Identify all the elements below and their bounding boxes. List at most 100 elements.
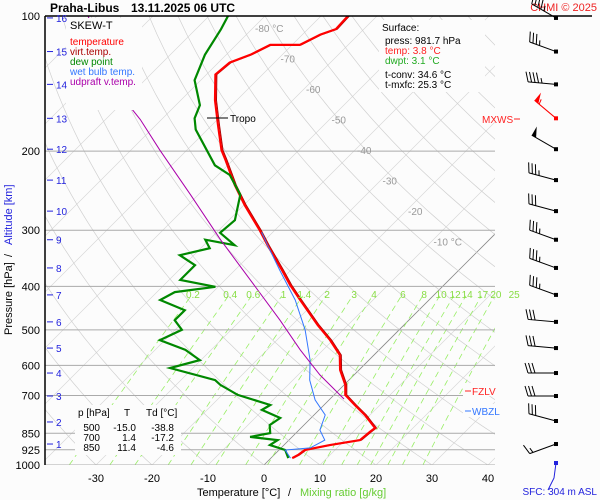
surface-press: press: 981.7 hPa <box>385 36 461 47</box>
wind-barb-full <box>523 444 531 454</box>
wind-barb-dot <box>554 209 558 214</box>
copyright: CHMI © 2025 <box>530 2 597 14</box>
surface-dwpt: dwpt: 3.1 °C <box>385 56 440 67</box>
wind-barb-full <box>524 362 529 374</box>
wbzl-label: WBZL <box>472 407 500 418</box>
y-axis-label: Pressure [hPa] <box>3 262 15 335</box>
wind-barb-full <box>531 362 536 374</box>
y-axis-label-2: Altitude [km] <box>3 184 15 245</box>
wind-barb-pennant <box>534 92 541 104</box>
wind-barb-shaft <box>529 443 557 455</box>
wind-barb-full <box>537 0 541 8</box>
wind-barb-full <box>535 250 538 261</box>
mixing-ratio-label: 25 <box>509 290 521 301</box>
altitude-tick-label: 6 <box>56 318 62 329</box>
altitude-tick-label: 1 <box>56 440 62 451</box>
mixing-ratio-line <box>245 295 353 465</box>
wind-barb-shaft <box>528 172 557 181</box>
table-cell: 1.4 <box>122 433 136 444</box>
temperature-tick-label: 40 <box>482 473 494 485</box>
y-axis-separator: / <box>3 253 15 257</box>
dry-adiabat-line <box>45 408 97 465</box>
dry-adiabat-line <box>293 16 495 235</box>
wind-barb-full <box>532 276 535 287</box>
isotherm-line <box>45 16 378 349</box>
x-axis-label: Temperature [°C] <box>197 487 280 499</box>
wind-barb-full <box>529 247 531 259</box>
table-cell: -4.6 <box>157 443 175 454</box>
legend-item-wet-bulb: wet bulb temp. <box>69 67 135 78</box>
altitude-tick-label: 15 <box>56 48 68 59</box>
wind-barb-dot <box>554 15 558 20</box>
mixing-ratio-line <box>402 295 495 465</box>
wind-barb-full <box>528 71 533 83</box>
wind-barb <box>523 442 558 455</box>
temperature-tick-label: 30 <box>426 473 438 485</box>
fzlv-bg <box>463 383 503 396</box>
wind-barb-dot <box>554 346 558 351</box>
wind-barb-full <box>535 72 540 83</box>
wind-barb <box>529 219 558 242</box>
tropo-label: Tropo <box>230 114 256 125</box>
isotherm-line <box>45 16 266 237</box>
isotherm-label: -10 °C <box>434 238 462 249</box>
wind-barb-dot <box>554 116 558 121</box>
x-axis-separator: / <box>288 487 292 499</box>
dry-adiabat-line <box>555 16 600 475</box>
legend-title: SKEW-T <box>70 20 113 32</box>
wind-barb-shaft <box>531 3 557 19</box>
dry-adiabat-line <box>177 16 495 367</box>
altitude-tick-label: 7 <box>56 291 62 302</box>
mixing-ratio-line <box>341 295 441 465</box>
wind-barb-half <box>538 99 542 105</box>
wind-barb-full <box>532 249 535 260</box>
pressure-tick-label: 500 <box>22 325 40 337</box>
wind-barb-dot <box>554 178 558 183</box>
wind-barb-full <box>535 222 538 233</box>
wind-barb-dot <box>554 394 558 399</box>
mxws-label: MXWS <box>482 115 513 126</box>
dry-adiabat-line <box>497 16 600 475</box>
isotherm-line <box>263 233 495 465</box>
wind-barb-dot <box>554 237 558 242</box>
tick-labels: 0.2 0.4 0.6 1 1.4 2 3 4 6 8 10 12 14 17 20 251002003004… <box>16 11 521 485</box>
wind-barb-half <box>540 77 543 84</box>
isotherm-label: -20 <box>408 207 423 218</box>
wind-barb-full <box>532 220 535 232</box>
table-cell: -17.2 <box>151 433 174 444</box>
mixing-ratio-label: 10 <box>436 290 448 301</box>
wind-barb-full <box>532 32 535 44</box>
mixing-ratio-line <box>299 295 402 465</box>
table-header-td: Td [°C] <box>146 408 177 419</box>
wind-barb <box>528 403 558 423</box>
wind-barb-dot <box>554 82 558 87</box>
wind-barb-dot <box>554 49 558 54</box>
altitude-tick-label: 4 <box>56 369 62 380</box>
temperature-tick-label: -10 <box>200 473 216 485</box>
wind-barb-dot <box>554 371 558 376</box>
mixing-ratio-label: 14 <box>462 290 474 301</box>
isotherm-line <box>151 121 495 465</box>
temperature-tick-label: 20 <box>370 473 382 485</box>
mixing-ratio-label: 1.4 <box>297 290 311 301</box>
wind-barb-pennant <box>531 126 537 138</box>
dry-adiabat-line <box>119 16 495 435</box>
altitude-tick-label: 2 <box>56 418 62 429</box>
wind-barb-full <box>525 71 529 83</box>
surface-wind-dot <box>554 461 558 465</box>
mixing-ratio-label: 4 <box>371 290 377 301</box>
wind-barb-full <box>525 309 529 320</box>
table-cell: 850 <box>83 443 100 454</box>
altitude-tick-label: 8 <box>56 264 62 275</box>
wind-barb-shaft <box>529 257 557 269</box>
wind-barb-full <box>532 335 536 347</box>
table-row: 700 1.4 -17.2 <box>83 433 174 444</box>
wind-barb-full <box>528 385 532 397</box>
mixing-ratio-line <box>370 295 467 465</box>
wind-barb <box>524 385 558 399</box>
isotherm-label: -60 <box>306 85 321 96</box>
table-header-p: p [hPa] <box>78 408 110 419</box>
dry-adiabat-line <box>45 215 265 465</box>
wind-barb-full <box>532 72 536 83</box>
isotherm-label: -70 <box>281 55 296 66</box>
